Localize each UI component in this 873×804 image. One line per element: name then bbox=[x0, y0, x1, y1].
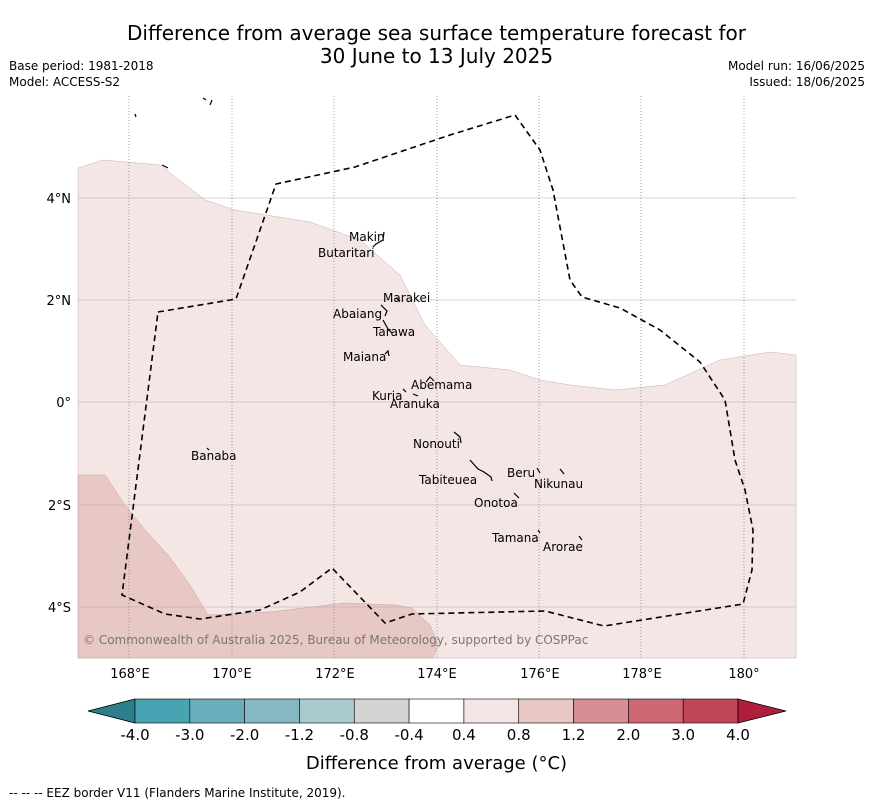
island-labels: Makin Butaritari Marakei Abaiang Tarawa … bbox=[191, 230, 583, 554]
island-label-aranuka: Aranuka bbox=[390, 397, 440, 411]
lon-label-180: 180° bbox=[728, 667, 759, 682]
meta-right: Model run: 16/06/2025 Issued: 18/06/2025 bbox=[728, 58, 865, 90]
colorbar-bin bbox=[408, 698, 465, 724]
colorbar-bin bbox=[299, 698, 355, 724]
island-label-abaiang: Abaiang bbox=[333, 307, 382, 321]
colorbar-bin bbox=[463, 698, 520, 724]
lat-label-4n: 4°N bbox=[47, 192, 72, 207]
colorbar-tick-label: 2.0 bbox=[616, 726, 640, 744]
colorbar-bin bbox=[353, 698, 410, 724]
land-features bbox=[134, 97, 583, 541]
lat-label-2s: 2°S bbox=[48, 499, 71, 514]
eez-border bbox=[121, 114, 754, 627]
island-label-marakei: Marakei bbox=[383, 291, 430, 305]
model-name: Model: ACCESS-S2 bbox=[9, 75, 121, 89]
island-label-banaba: Banaba bbox=[191, 449, 237, 463]
lon-label-178e: 178°E bbox=[622, 667, 662, 682]
colorbar-tick-label: -1.2 bbox=[285, 726, 314, 744]
colorbar-bins bbox=[134, 698, 739, 724]
lat-label-0: 0° bbox=[56, 396, 71, 411]
island-label-nonouti: Nonouti bbox=[413, 437, 460, 451]
colorbar-tick-label: -3.0 bbox=[175, 726, 204, 744]
island-label-onotoa: Onotoa bbox=[474, 496, 518, 510]
island-label-butaritari: Butaritari bbox=[318, 246, 375, 260]
island-label-nikunau: Nikunau bbox=[534, 477, 583, 491]
island-label-abemama: Abemama bbox=[411, 378, 472, 392]
island-label-arorae: Arorae bbox=[543, 540, 583, 554]
chart-title: Difference from average sea surface temp… bbox=[0, 22, 873, 68]
colorbar-bin bbox=[628, 698, 684, 724]
title-line-1: Difference from average sea surface temp… bbox=[126, 21, 746, 45]
island-label-tamana: Tamana bbox=[491, 531, 539, 545]
colorbar-tick-label: -0.4 bbox=[394, 726, 423, 744]
colorbar: -4.0 -3.0 -2.0 -1.2 -0.8 -0.4 0.4 0.8 1.2 2.0 3.0 4… bbox=[87, 698, 787, 744]
lon-label-172e: 172°E bbox=[315, 667, 355, 682]
colorbar-tick-label: -0.8 bbox=[340, 726, 369, 744]
colorbar-tick-label: -2.0 bbox=[230, 726, 259, 744]
colorbar-tick-labels: -4.0 -3.0 -2.0 -1.2 -0.8 -0.4 0.4 0.8 1.2 2.0 3.0 4… bbox=[120, 726, 750, 744]
colorbar-tick-label: 1.2 bbox=[562, 726, 586, 744]
issued-date: Issued: 18/06/2025 bbox=[749, 75, 865, 89]
colorbar-bin bbox=[189, 698, 245, 724]
colorbar-bin bbox=[134, 698, 191, 724]
base-period: Base period: 1981-2018 bbox=[9, 59, 154, 73]
colorbar-bin bbox=[573, 698, 629, 724]
colorbar-bin bbox=[682, 698, 739, 724]
longitude-gridlines bbox=[128, 96, 745, 658]
colorbar-tick-label: 4.0 bbox=[726, 726, 750, 744]
meta-left: Base period: 1981-2018 Model: ACCESS-S2 bbox=[9, 58, 154, 90]
latitude-labels: 4°N 2°N 0° 2°S 4°S bbox=[47, 192, 72, 616]
island-label-tarawa: Tarawa bbox=[372, 325, 415, 339]
title-line-2: 30 June to 13 July 2025 bbox=[319, 44, 554, 68]
colorbar-tick-label: 0.4 bbox=[452, 726, 476, 744]
colorbar-tick-label: 0.8 bbox=[507, 726, 531, 744]
anomaly-region-0.8-1.2 bbox=[77, 474, 439, 659]
lon-label-174e: 174°E bbox=[417, 667, 457, 682]
longitude-labels: 168°E 170°E 172°E 174°E 176°E 178°E 180° bbox=[110, 667, 759, 682]
island-label-kuria: Kuria bbox=[372, 389, 403, 403]
colorbar-over-arrow bbox=[737, 698, 787, 724]
eez-legend-note: -- -- -- EEZ border V11 (Flanders Marine… bbox=[9, 786, 346, 800]
colorbar-under-arrow bbox=[87, 698, 136, 724]
island-label-beru: Beru bbox=[507, 466, 535, 480]
lat-label-4s: 4°S bbox=[48, 601, 71, 616]
colorbar-bin bbox=[244, 698, 300, 724]
copyright-notice: © Commonwealth of Australia 2025, Bureau… bbox=[83, 633, 588, 647]
lat-label-2n: 2°N bbox=[47, 294, 72, 309]
lon-label-170e: 170°E bbox=[212, 667, 252, 682]
lon-label-176e: 176°E bbox=[520, 667, 560, 682]
colorbar-tick-label: 3.0 bbox=[671, 726, 695, 744]
island-label-makin: Makin bbox=[349, 230, 385, 244]
island-label-maiana: Maiana bbox=[343, 350, 386, 364]
lon-label-168e: 168°E bbox=[110, 667, 150, 682]
colorbar-label: Difference from average (°C) bbox=[305, 753, 568, 774]
model-run: Model run: 16/06/2025 bbox=[727, 59, 865, 73]
island-label-tabiteuea: Tabiteuea bbox=[418, 473, 477, 487]
colorbar-tick-label: -4.0 bbox=[120, 726, 149, 744]
colorbar-bin bbox=[518, 698, 574, 724]
